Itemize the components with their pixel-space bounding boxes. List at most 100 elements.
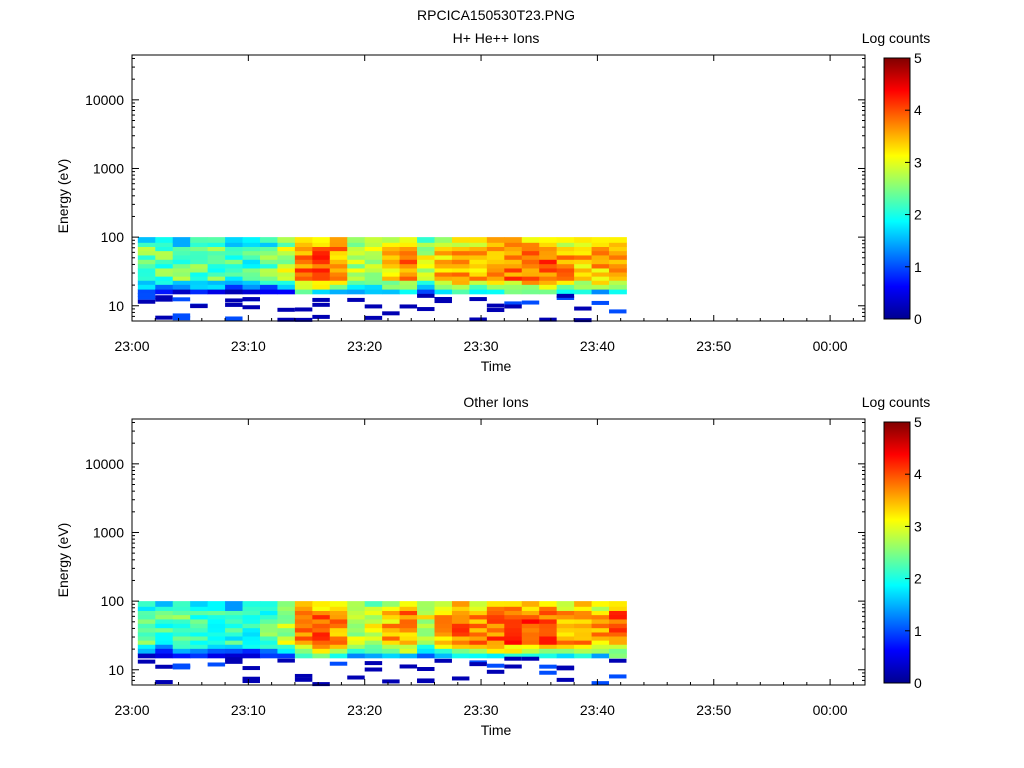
- heatmap-cell: [207, 653, 226, 659]
- colorbar-tick-label: 0: [914, 311, 922, 327]
- heatmap-cell: [434, 632, 453, 637]
- heatmap-cell: [242, 272, 261, 277]
- heatmap-cell: [172, 289, 191, 295]
- heatmap-cell: [225, 302, 243, 307]
- heatmap-cell: [364, 242, 383, 247]
- heatmap-cell: [190, 246, 209, 252]
- heatmap-cell: [294, 606, 313, 611]
- heatmap-cell: [259, 272, 278, 277]
- heatmap-cell: [277, 272, 296, 277]
- heatmap-cell: [190, 644, 209, 649]
- heatmap-cell: [137, 250, 156, 256]
- heatmap-cell: [539, 237, 558, 243]
- heatmap-cell: [417, 250, 435, 256]
- y-tick-label: 100: [101, 593, 125, 609]
- heatmap-cell: [259, 606, 278, 611]
- heatmap-cell: [364, 648, 383, 654]
- heatmap-cell: [521, 237, 540, 243]
- heatmap-cell: [486, 669, 505, 674]
- heatmap-cell: [539, 268, 558, 273]
- heatmap-cell: [521, 250, 540, 256]
- heatmap-cell: [399, 623, 418, 629]
- heatmap-cell: [347, 250, 366, 256]
- heatmap-cell: [382, 627, 401, 633]
- heatmap-cell: [225, 657, 243, 662]
- heatmap-cell: [190, 640, 209, 645]
- heatmap-cell: [294, 648, 313, 654]
- heatmap-cell: [556, 627, 575, 633]
- colorbar-tick-label: 1: [914, 259, 922, 275]
- heatmap-cell: [486, 644, 505, 649]
- heatmap-cell: [486, 663, 505, 668]
- heatmap-cell: [190, 276, 209, 281]
- heatmap-cell: [609, 674, 627, 679]
- heatmap-cell: [382, 614, 401, 620]
- heatmap-cell: [434, 627, 453, 633]
- heatmap-cell: [399, 636, 418, 641]
- heatmap-cell: [225, 627, 243, 633]
- heatmap-cell: [382, 619, 401, 624]
- heatmap-cell: [417, 289, 435, 295]
- heatmap-cell: [417, 640, 435, 645]
- heatmap-cell: [382, 237, 401, 243]
- heatmap-cell: [451, 636, 470, 641]
- heatmap-cell: [609, 606, 627, 611]
- heatmap-cell: [556, 250, 575, 256]
- heatmap-cell: [591, 300, 610, 305]
- heatmap-cell: [225, 659, 243, 664]
- heatmap-cell: [399, 627, 418, 633]
- heatmap-cell: [294, 242, 313, 247]
- heatmap-cell: [539, 632, 558, 637]
- heatmap-cell: [434, 653, 453, 659]
- heatmap-cell: [434, 255, 453, 260]
- heatmap-cell: [242, 601, 261, 607]
- heatmap-cell: [556, 272, 575, 277]
- heatmap-cell: [451, 601, 470, 607]
- heatmap-cell: [137, 237, 156, 243]
- heatmap-cell: [190, 601, 209, 607]
- heatmap-cell: [609, 601, 627, 607]
- heatmap-cell: [155, 636, 174, 641]
- heatmap-cell: [469, 653, 488, 659]
- heatmap-cell: [155, 614, 174, 620]
- heatmap-cell: [225, 237, 243, 243]
- heatmap-cell: [469, 242, 488, 247]
- heatmap-cell: [574, 255, 592, 260]
- heatmap-cell: [294, 610, 313, 616]
- heatmap-cell: [312, 606, 331, 611]
- heatmap-cell: [137, 632, 156, 637]
- heatmap-cell: [417, 284, 435, 290]
- heatmap-cell: [312, 297, 330, 302]
- heatmap-cell: [312, 648, 331, 654]
- heatmap-cell: [382, 636, 401, 641]
- heatmap-cell: [364, 601, 383, 607]
- heatmap-cell: [242, 632, 261, 637]
- x-tick-label: 23:10: [231, 338, 266, 354]
- heatmap-cell: [347, 675, 365, 680]
- heatmap-cell: [329, 636, 348, 641]
- heatmap-cell: [574, 640, 592, 645]
- heatmap-cell: [207, 259, 226, 265]
- heatmap-cell: [277, 606, 296, 611]
- colorbar-label: Log counts: [862, 394, 931, 410]
- heatmap-cell: [347, 255, 366, 260]
- heatmap-cell: [399, 640, 418, 645]
- heatmap-cell: [382, 272, 401, 277]
- heatmap-cell: [225, 648, 243, 654]
- heatmap-cell: [137, 280, 156, 285]
- heatmap-cell: [469, 276, 488, 281]
- heatmap-cell: [277, 627, 296, 633]
- heatmap-cell: [277, 242, 296, 247]
- heatmap-cell: [347, 636, 366, 641]
- heatmap-cell: [417, 606, 435, 611]
- heatmap-cell: [207, 284, 226, 290]
- heatmap-cell: [504, 259, 523, 265]
- heatmap-cell: [347, 644, 366, 649]
- heatmap-cell: [486, 636, 505, 641]
- x-tick-label: 23:40: [580, 702, 615, 718]
- heatmap-cell: [259, 653, 278, 659]
- heatmap-cell: [190, 606, 209, 611]
- heatmap-cell: [539, 648, 558, 654]
- heatmap-cell: [434, 263, 453, 269]
- heatmap-cell: [277, 250, 296, 256]
